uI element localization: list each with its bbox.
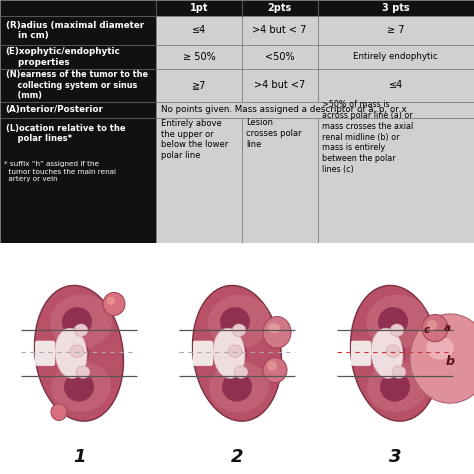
Text: 2: 2 (231, 447, 243, 465)
Text: ≤4: ≤4 (192, 26, 206, 36)
Bar (156, 102, 474, 118)
Ellipse shape (232, 324, 246, 337)
FancyBboxPatch shape (35, 341, 55, 366)
Ellipse shape (410, 314, 474, 403)
Bar (242, 16, 318, 45)
Text: (L)ocation relative to the
    polar lines*: (L)ocation relative to the polar lines* (6, 124, 125, 144)
Bar (0, 45, 156, 69)
Ellipse shape (366, 294, 428, 349)
Ellipse shape (228, 345, 242, 357)
Text: (R)adius (maximal diameter
    in cm): (R)adius (maximal diameter in cm) (6, 20, 144, 40)
Text: ≥ 50%: ≥ 50% (182, 52, 216, 62)
Bar (156, 16, 242, 45)
Circle shape (51, 404, 67, 420)
Circle shape (267, 361, 277, 371)
Text: Lesion
crosses polar
line: Lesion crosses polar line (246, 118, 302, 149)
Text: (E)xophytic/endophytic
    properties: (E)xophytic/endophytic properties (6, 47, 120, 67)
Text: 3: 3 (389, 447, 401, 465)
FancyBboxPatch shape (193, 341, 213, 366)
Ellipse shape (59, 338, 89, 368)
Text: >4 but < 7: >4 but < 7 (253, 26, 307, 36)
Bar (156, 69, 242, 102)
Bar (318, 69, 474, 102)
Ellipse shape (386, 345, 400, 357)
Bar (0, 102, 156, 118)
Circle shape (263, 357, 287, 383)
Text: 2pts: 2pts (267, 3, 292, 13)
Text: Entirely above
the upper or
below the lower
polar line: Entirely above the upper or below the lo… (161, 119, 228, 160)
Ellipse shape (50, 294, 112, 349)
Bar (156, 0, 242, 16)
Text: (N)earness of the tumor to the
    collecting system or sinus
    (mm): (N)earness of the tumor to the collectin… (6, 70, 148, 100)
Text: 3 pts: 3 pts (382, 3, 410, 13)
Text: Entirely endophytic: Entirely endophytic (354, 52, 438, 61)
Ellipse shape (378, 307, 408, 337)
Text: 1pt: 1pt (190, 3, 209, 13)
Circle shape (107, 297, 115, 305)
Text: ≧7: ≧7 (192, 80, 206, 90)
Ellipse shape (220, 307, 250, 337)
Text: c: c (424, 325, 430, 335)
Text: >4 but <7: >4 but <7 (254, 80, 305, 90)
Ellipse shape (263, 317, 291, 348)
Ellipse shape (70, 345, 84, 357)
Ellipse shape (390, 324, 404, 337)
Ellipse shape (51, 362, 111, 412)
Text: (A)nterior/Posterior: (A)nterior/Posterior (6, 105, 103, 114)
Text: ≥ 7: ≥ 7 (387, 26, 404, 36)
Circle shape (422, 314, 448, 342)
Ellipse shape (64, 372, 94, 401)
Bar (318, 0, 474, 16)
Bar (318, 118, 474, 243)
Ellipse shape (268, 323, 280, 333)
Bar (0, 118, 156, 243)
Bar (0, 0, 156, 16)
Text: a: a (444, 323, 450, 333)
Ellipse shape (375, 338, 405, 368)
Text: <50%: <50% (265, 52, 294, 62)
FancyBboxPatch shape (351, 341, 371, 366)
Ellipse shape (213, 328, 245, 378)
Ellipse shape (35, 285, 124, 421)
Text: 1: 1 (73, 447, 85, 465)
Ellipse shape (222, 372, 252, 401)
Circle shape (427, 319, 437, 330)
Bar (318, 45, 474, 69)
Ellipse shape (208, 294, 270, 349)
Text: ≤4: ≤4 (389, 80, 403, 90)
Ellipse shape (367, 362, 427, 412)
Circle shape (103, 292, 125, 316)
Ellipse shape (62, 307, 92, 337)
Text: >50% of mass is
across polar line (a) or
mass crosses the axial
renal midline (b: >50% of mass is across polar line (a) or… (322, 100, 414, 174)
Bar (242, 118, 318, 243)
Ellipse shape (217, 338, 247, 368)
Ellipse shape (74, 324, 88, 337)
Ellipse shape (234, 366, 248, 378)
Ellipse shape (209, 362, 269, 412)
Bar (156, 45, 242, 69)
Ellipse shape (350, 285, 439, 421)
Bar (242, 45, 318, 69)
Bar (0, 69, 156, 102)
Ellipse shape (76, 366, 90, 378)
Bar (0, 16, 156, 45)
Ellipse shape (392, 366, 406, 378)
Ellipse shape (371, 328, 403, 378)
Text: b: b (446, 355, 455, 368)
Ellipse shape (55, 328, 87, 378)
Bar (242, 0, 318, 16)
Text: * suffix “h” assigned if the
  tumor touches the main renal
  artery or vein: * suffix “h” assigned if the tumor touch… (4, 161, 116, 182)
Ellipse shape (192, 285, 282, 421)
Bar (318, 16, 474, 45)
Bar (242, 69, 318, 102)
Text: No points given. Mass assigned a descriptor of a, p, or x: No points given. Mass assigned a descrip… (161, 105, 407, 114)
Ellipse shape (426, 337, 454, 360)
Bar (156, 118, 242, 243)
Ellipse shape (380, 372, 410, 401)
